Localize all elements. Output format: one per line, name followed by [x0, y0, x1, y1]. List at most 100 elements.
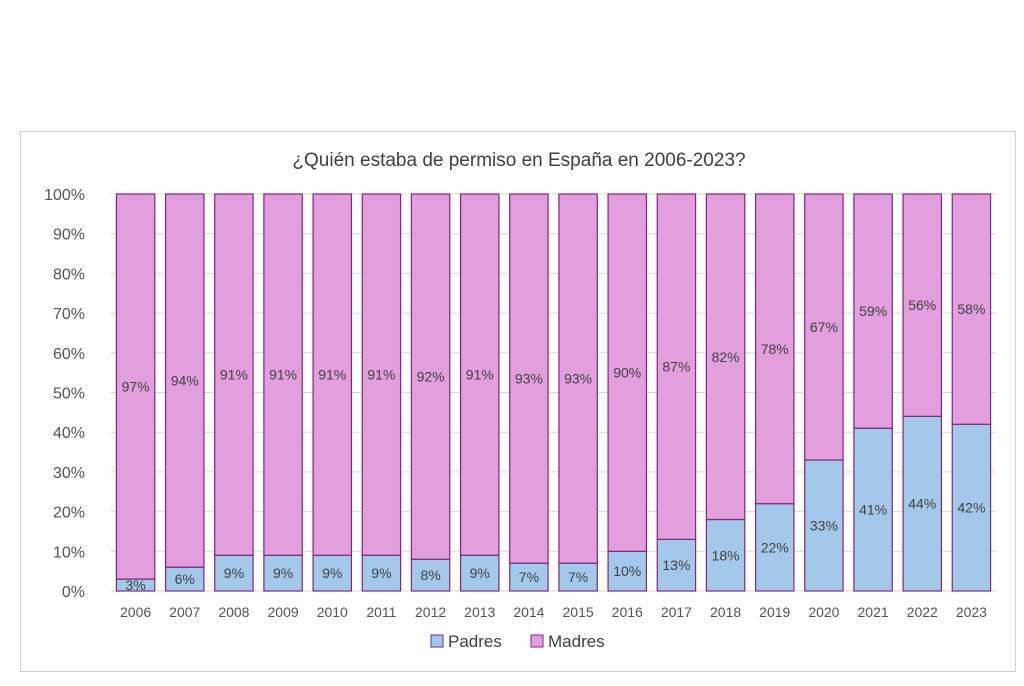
data-label: 91%: [220, 367, 248, 383]
bar-padres-2016: [607, 550, 648, 592]
data-label: 13%: [662, 557, 690, 573]
data-label: 97%: [122, 379, 150, 395]
data-label: 94%: [171, 373, 199, 389]
y-tick-label: 70%: [53, 306, 85, 323]
x-tick-label: 2021: [858, 604, 889, 620]
data-label: 10%: [613, 563, 641, 579]
legend-swatch-padres: [430, 634, 444, 648]
data-label: 67%: [810, 319, 838, 335]
data-label: 56%: [908, 297, 936, 313]
data-label: 9%: [322, 565, 342, 581]
data-label: 91%: [466, 367, 494, 383]
bar-madres-2020: [804, 193, 844, 461]
y-tick-label: 90%: [53, 227, 85, 244]
bar-madres-2015: [558, 193, 598, 564]
data-label: 3%: [125, 577, 145, 593]
gridlines: [111, 193, 996, 592]
bar-madres-2018: [705, 193, 746, 521]
chart-frame: ¿Quién estaba de permiso en España en 20…: [20, 131, 1016, 672]
data-label: 58%: [957, 301, 985, 317]
x-tick-label: 2009: [268, 604, 299, 620]
data-label: 9%: [273, 565, 293, 581]
legend: Padres Madres: [430, 632, 605, 651]
x-tick-label: 2007: [169, 604, 200, 620]
x-tick-label: 2015: [563, 604, 594, 620]
data-label: 92%: [417, 369, 445, 385]
bar-madres-2019: [754, 193, 795, 505]
x-tick-label: 2010: [317, 604, 348, 620]
x-tick-label: 2011: [366, 604, 396, 620]
chart-title: ¿Quién estaba de permiso en España en 20…: [292, 150, 745, 171]
bar-padres-2017: [656, 538, 697, 592]
data-label: 91%: [318, 367, 346, 383]
y-tick-label: 30%: [53, 465, 85, 482]
x-tick-label: 2016: [612, 604, 643, 620]
data-label: 59%: [859, 303, 887, 319]
data-label: 87%: [662, 359, 690, 375]
y-tick-label: 10%: [53, 544, 85, 561]
legend-label-madres: Madres: [548, 632, 605, 651]
data-label: 8%: [420, 567, 440, 583]
y-tick-label: 0%: [62, 584, 85, 601]
bar-madres-2017: [656, 193, 697, 540]
stacked-bar-chart: ¿Quién estaba de permiso en España en 20…: [44, 150, 996, 651]
bar-padres-2011: [361, 554, 402, 592]
bar-padres-2010: [312, 554, 353, 592]
data-label: 9%: [224, 565, 244, 581]
bar-madres-2021: [853, 193, 893, 429]
x-tick-label: 2018: [710, 604, 741, 620]
data-label: 91%: [269, 367, 297, 383]
bar-madres-2022: [902, 193, 943, 417]
bars: 3% 97% 6% 94% 9% 91% 9% 91% 9% 91% 9% 91% 8% 92% 9% 91%…: [115, 193, 992, 593]
bar-madres-2010: [312, 193, 353, 556]
y-axis: 0% 10% 20% 30% 40% 50% 60% 70% 80% 90% 100%: [44, 187, 85, 601]
y-tick-label: 100%: [44, 187, 85, 204]
bar-padres-2009: [263, 554, 303, 592]
bar-padres-2013: [459, 554, 500, 592]
y-tick-label: 50%: [53, 386, 85, 403]
y-tick-label: 20%: [53, 505, 85, 522]
bar-padres-2012: [410, 558, 451, 592]
bar-madres-2016: [607, 193, 648, 552]
y-tick-label: 60%: [53, 346, 85, 363]
x-tick-label: 2012: [415, 604, 446, 620]
data-label: 9%: [470, 565, 490, 581]
bar-padres-2014: [509, 562, 549, 592]
legend-label-padres: Padres: [448, 632, 502, 651]
x-tick-label: 2023: [956, 604, 987, 620]
bar-madres-2009: [263, 193, 303, 556]
data-label: 82%: [712, 349, 740, 365]
bar-padres-2018: [705, 518, 746, 592]
x-tick-label: 2020: [808, 604, 839, 620]
x-tick-label: 2006: [120, 604, 151, 620]
x-tick-label: 2014: [513, 604, 544, 620]
bar-madres-2012: [410, 193, 451, 560]
data-label: 41%: [859, 502, 887, 518]
bar-madres-2013: [459, 193, 500, 556]
data-label: 93%: [515, 371, 543, 387]
legend-swatch-madres: [530, 634, 544, 648]
x-tick-label: 2019: [759, 604, 790, 620]
bar-madres-2007: [164, 193, 205, 568]
data-label: 33%: [810, 517, 838, 533]
data-label: 91%: [367, 367, 395, 383]
data-label: 18%: [712, 547, 740, 563]
data-label: 6%: [175, 571, 195, 587]
y-tick-label: 40%: [53, 425, 85, 442]
bar-madres-2006: [115, 193, 156, 580]
bar-madres-2023: [951, 193, 992, 425]
data-label: 7%: [519, 569, 539, 585]
data-label: 90%: [613, 365, 641, 381]
x-tick-label: 2013: [464, 604, 495, 620]
data-label: 44%: [908, 496, 936, 512]
bar-padres-2019: [754, 503, 795, 592]
data-label: 7%: [568, 569, 588, 585]
y-tick-label: 80%: [53, 266, 85, 283]
bar-madres-2011: [361, 193, 402, 556]
x-tick-label: 2022: [907, 604, 938, 620]
bar-padres-2008: [214, 554, 254, 592]
bar-madres-2014: [509, 193, 549, 564]
data-label: 42%: [957, 500, 985, 516]
bar-madres-2008: [214, 193, 254, 556]
x-tick-label: 2017: [661, 604, 692, 620]
